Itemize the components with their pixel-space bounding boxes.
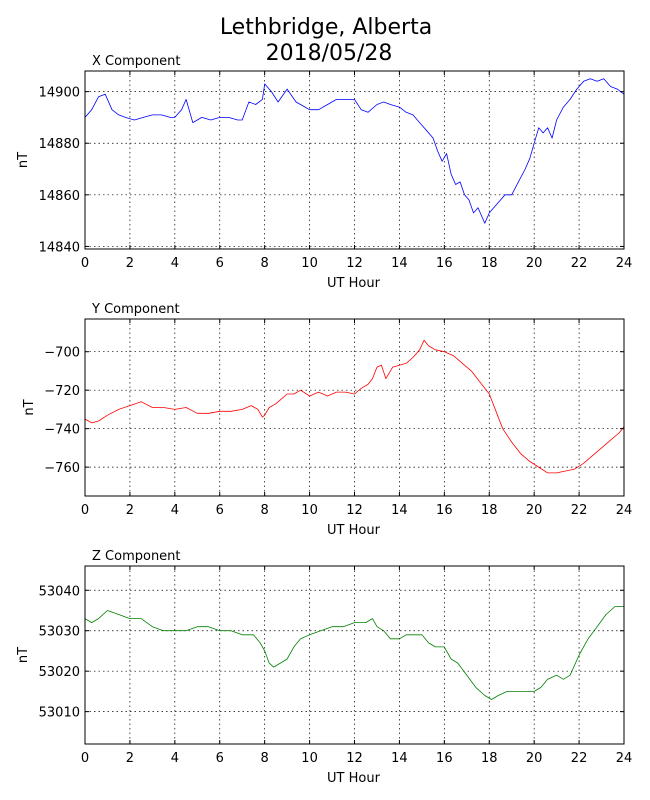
x-ytick-label: 14840 xyxy=(39,240,80,255)
x-ytick-label: 14880 xyxy=(39,137,80,152)
z-xtick-label: 8 xyxy=(261,751,269,766)
y-xtick-label: 8 xyxy=(261,503,269,518)
y-xtick-label: 12 xyxy=(346,503,363,518)
z-ytick-label: 53040 xyxy=(39,584,80,599)
z-x-axis-label: UT Hour xyxy=(327,771,381,786)
x-xtick-label: 6 xyxy=(216,256,224,271)
x-xtick-label: 10 xyxy=(301,256,318,271)
y-series-line xyxy=(84,339,625,474)
y-y-axis-label: nT xyxy=(22,399,37,415)
z-xtick-label: 0 xyxy=(81,751,89,766)
x-xtick-label: 12 xyxy=(346,256,363,271)
x-plot-frame xyxy=(84,70,625,250)
z-panel-title: Z Component xyxy=(92,549,181,564)
y-ytick-label: −720 xyxy=(44,384,80,399)
z-xtick-label: 24 xyxy=(616,751,633,766)
z-xtick-label: 14 xyxy=(391,751,408,766)
z-xtick-label: 16 xyxy=(436,751,453,766)
z-xtick-label: 20 xyxy=(526,751,543,766)
y-xtick-label: 2 xyxy=(126,503,134,518)
z-xtick-label: 10 xyxy=(301,751,318,766)
z-xtick-label: 18 xyxy=(481,751,498,766)
y-ytick-label: −740 xyxy=(44,423,80,438)
x-xtick-label: 22 xyxy=(571,256,588,271)
y-xtick-label: 18 xyxy=(481,503,498,518)
x-xtick-label: 24 xyxy=(616,256,633,271)
figure-title-line2: 2018/05/28 xyxy=(266,41,393,66)
z-xtick-label: 6 xyxy=(216,751,224,766)
x-xtick-label: 20 xyxy=(526,256,543,271)
figure-title-line1: Lethbridge, Alberta xyxy=(220,15,432,40)
z-xtick-label: 2 xyxy=(126,751,134,766)
x-xtick-label: 8 xyxy=(261,256,269,271)
y-x-axis-label: UT Hour xyxy=(327,523,381,538)
x-xtick-label: 14 xyxy=(391,256,408,271)
z-y-axis-label: nT xyxy=(16,647,31,663)
x-xtick-label: 16 xyxy=(436,256,453,271)
x-panel-title: X Component xyxy=(92,54,181,69)
x-ytick-label: 14860 xyxy=(39,189,80,204)
z-xtick-label: 22 xyxy=(571,751,588,766)
x-component-panel: 0 2 4 6 8 10 12 14 16 18 20 22 241484014860148801490… xyxy=(16,54,632,291)
y-ytick-label: −760 xyxy=(44,461,80,476)
y-xtick-label: 4 xyxy=(171,503,179,518)
z-ytick-label: 53030 xyxy=(39,625,80,640)
y-xtick-label: 24 xyxy=(616,503,633,518)
y-xtick-label: 22 xyxy=(571,503,588,518)
z-ytick-label: 53010 xyxy=(39,706,80,721)
z-ytick-label: 53020 xyxy=(39,665,80,680)
x-series-line xyxy=(84,78,625,224)
y-xtick-label: 0 xyxy=(81,503,89,518)
x-xtick-label: 18 xyxy=(481,256,498,271)
x-ytick-label: 14900 xyxy=(39,86,80,101)
y-xtick-label: 14 xyxy=(391,503,408,518)
y-xtick-label: 6 xyxy=(216,503,224,518)
z-plot-frame xyxy=(84,565,625,745)
x-xtick-label: 2 xyxy=(126,256,134,271)
x-y-axis-label: nT xyxy=(16,152,31,168)
z-component-panel: 0 2 4 6 8 10 12 14 16 18 20 22 245301053020530305304… xyxy=(16,549,632,786)
x-xtick-label: 0 xyxy=(81,256,89,271)
y-xtick-label: 10 xyxy=(301,503,318,518)
x-x-axis-label: UT Hour xyxy=(327,276,381,291)
z-xtick-label: 12 xyxy=(346,751,363,766)
y-xtick-label: 16 xyxy=(436,503,453,518)
y-xtick-label: 20 xyxy=(526,503,543,518)
z-series-line xyxy=(84,606,624,700)
z-xtick-label: 4 xyxy=(171,751,179,766)
y-panel-title: Y Component xyxy=(91,302,180,317)
y-ytick-label: −700 xyxy=(44,346,80,361)
x-xtick-label: 4 xyxy=(171,256,179,271)
